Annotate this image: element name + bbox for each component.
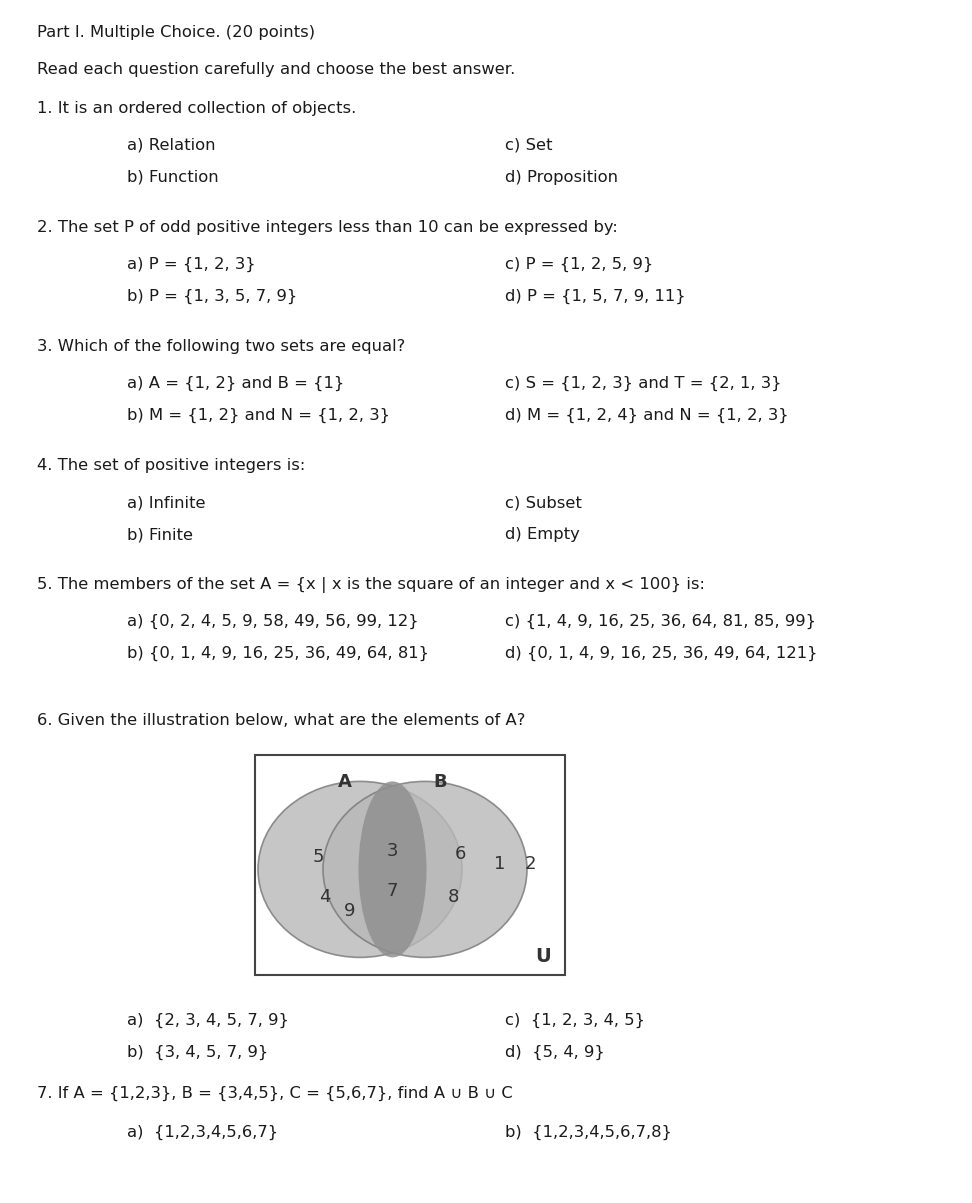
Text: a) Relation: a) Relation: [127, 138, 216, 153]
Text: c) P = {1, 2, 5, 9}: c) P = {1, 2, 5, 9}: [505, 257, 653, 272]
Text: 7: 7: [387, 882, 399, 900]
Text: 6. Given the illustration below, what are the elements of A?: 6. Given the illustration below, what ar…: [37, 713, 526, 728]
Ellipse shape: [359, 782, 427, 958]
Text: 3. Which of the following two sets are equal?: 3. Which of the following two sets are e…: [37, 339, 405, 354]
Text: B: B: [434, 774, 447, 792]
Text: a) P = {1, 2, 3}: a) P = {1, 2, 3}: [127, 257, 256, 272]
Text: Read each question carefully and choose the best answer.: Read each question carefully and choose …: [37, 63, 515, 77]
Text: 1: 1: [495, 855, 505, 873]
Text: b) P = {1, 3, 5, 7, 9}: b) P = {1, 3, 5, 7, 9}: [127, 289, 297, 304]
Text: b) Function: b) Function: [127, 170, 219, 185]
Text: d) P = {1, 5, 7, 9, 11}: d) P = {1, 5, 7, 9, 11}: [505, 289, 685, 304]
Text: b) M = {1, 2} and N = {1, 2, 3}: b) M = {1, 2} and N = {1, 2, 3}: [127, 408, 390, 423]
Text: a) A = {1, 2} and B = {1}: a) A = {1, 2} and B = {1}: [127, 377, 344, 391]
Text: c) {1, 4, 9, 16, 25, 36, 64, 81, 85, 99}: c) {1, 4, 9, 16, 25, 36, 64, 81, 85, 99}: [505, 614, 816, 629]
Text: 7. If A = {1,2,3}, B = {3,4,5}, C = {5,6,7}, find A ∪ B ∪ C: 7. If A = {1,2,3}, B = {3,4,5}, C = {5,6…: [37, 1086, 513, 1101]
Text: c) Subset: c) Subset: [505, 494, 582, 510]
Text: 5: 5: [312, 848, 324, 866]
Text: 6: 6: [454, 846, 466, 864]
Text: b) Finite: b) Finite: [127, 527, 193, 543]
Text: 1. It is an ordered collection of objects.: 1. It is an ordered collection of object…: [37, 101, 357, 115]
Text: U: U: [536, 948, 551, 966]
Text: c)  {1, 2, 3, 4, 5}: c) {1, 2, 3, 4, 5}: [505, 1013, 645, 1029]
Text: a) Infinite: a) Infinite: [127, 494, 205, 510]
Text: 2. The set P of odd positive integers less than 10 can be expressed by:: 2. The set P of odd positive integers le…: [37, 220, 618, 235]
Text: a)  {2, 3, 4, 5, 7, 9}: a) {2, 3, 4, 5, 7, 9}: [127, 1013, 289, 1029]
Text: 4: 4: [319, 888, 330, 906]
Text: 9: 9: [344, 902, 356, 920]
Text: 5. The members of the set A = {x | x is the square of an integer and x < 100} is: 5. The members of the set A = {x | x is …: [37, 577, 705, 593]
Text: a) {0, 2, 4, 5, 9, 58, 49, 56, 99, 12}: a) {0, 2, 4, 5, 9, 58, 49, 56, 99, 12}: [127, 614, 419, 629]
Text: b)  {3, 4, 5, 7, 9}: b) {3, 4, 5, 7, 9}: [127, 1045, 268, 1060]
Text: Part I. Multiple Choice. (20 points): Part I. Multiple Choice. (20 points): [37, 25, 315, 40]
Text: d) Proposition: d) Proposition: [505, 170, 618, 185]
Text: 3: 3: [387, 842, 399, 860]
Text: c) Set: c) Set: [505, 138, 552, 153]
Bar: [255, 755, 565, 974]
Text: d) Empty: d) Empty: [505, 527, 580, 543]
Text: 2: 2: [524, 855, 536, 873]
Text: 4. The set of positive integers is:: 4. The set of positive integers is:: [37, 458, 305, 473]
Ellipse shape: [323, 782, 527, 958]
Text: b) {0, 1, 4, 9, 16, 25, 36, 49, 64, 81}: b) {0, 1, 4, 9, 16, 25, 36, 49, 64, 81}: [127, 646, 429, 662]
Text: d) {0, 1, 4, 9, 16, 25, 36, 49, 64, 121}: d) {0, 1, 4, 9, 16, 25, 36, 49, 64, 121}: [505, 646, 817, 662]
Text: 8: 8: [447, 888, 459, 906]
Ellipse shape: [258, 782, 462, 958]
Text: d)  {5, 4, 9}: d) {5, 4, 9}: [505, 1045, 605, 1060]
Text: d) M = {1, 2, 4} and N = {1, 2, 3}: d) M = {1, 2, 4} and N = {1, 2, 3}: [505, 408, 788, 423]
Text: c) S = {1, 2, 3} and T = {2, 1, 3}: c) S = {1, 2, 3} and T = {2, 1, 3}: [505, 377, 781, 391]
Text: b)  {1,2,3,4,5,6,7,8}: b) {1,2,3,4,5,6,7,8}: [505, 1125, 672, 1140]
Text: a)  {1,2,3,4,5,6,7}: a) {1,2,3,4,5,6,7}: [127, 1125, 278, 1140]
Text: A: A: [338, 774, 352, 792]
